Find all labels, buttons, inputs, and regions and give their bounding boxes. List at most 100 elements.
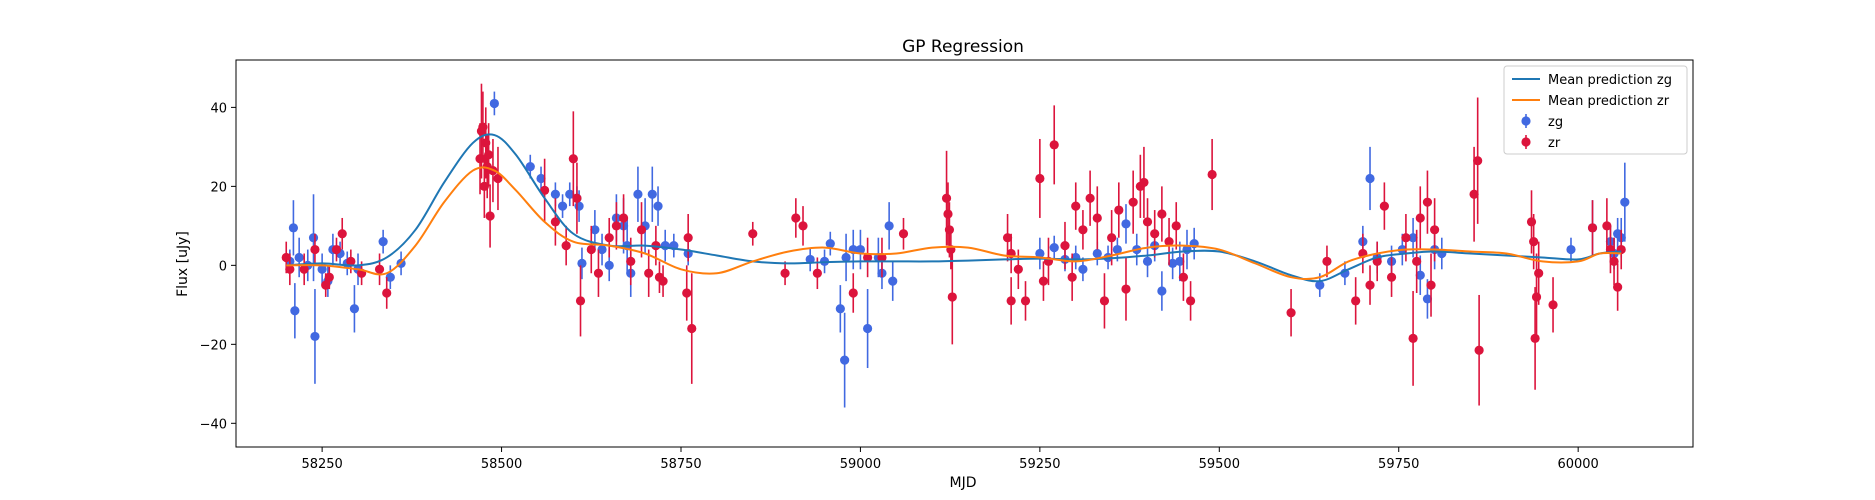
data-point-zg	[1175, 256, 1185, 266]
data-point-zr	[485, 211, 495, 221]
data-point-zr	[636, 225, 647, 235]
data-point-zr	[1164, 237, 1174, 247]
data-point-zr	[1412, 256, 1422, 266]
data-point-zr	[1609, 256, 1619, 266]
x-tick-label: 60000	[1557, 457, 1598, 472]
data-point-zr	[683, 233, 693, 243]
data-point-zr	[1038, 276, 1049, 286]
data-point-zr	[1613, 282, 1623, 292]
data-point-zr	[1365, 280, 1375, 290]
data-point-zr	[1531, 292, 1542, 302]
data-point-zr	[748, 229, 758, 239]
data-point-zg	[841, 252, 851, 263]
data-point-zr	[1534, 268, 1544, 278]
data-point-zg	[536, 173, 546, 184]
data-point-zr	[626, 256, 636, 266]
data-point-zg	[888, 276, 898, 286]
data-point-zg	[574, 201, 584, 211]
x-tick-label: 59250	[1019, 457, 1060, 472]
data-point-zr	[382, 288, 392, 298]
data-point-zr	[374, 264, 385, 274]
data-point-zg	[565, 189, 575, 199]
data-point-zr	[572, 193, 582, 203]
data-point-zr	[618, 213, 629, 223]
data-point-zg	[840, 355, 850, 365]
data-point-zr	[812, 268, 822, 278]
y-tick-label: −40	[200, 417, 227, 432]
data-point-zr	[493, 173, 503, 184]
data-point-zr	[550, 217, 560, 227]
data-point-zr	[1469, 189, 1479, 199]
y-tick-label: 40	[210, 101, 227, 116]
data-point-zr	[682, 288, 692, 298]
legend-entry-zr-label: zr	[1548, 136, 1561, 151]
data-point-zr	[1078, 225, 1088, 235]
x-tick-label: 58750	[660, 457, 701, 472]
data-point-zg	[1035, 248, 1045, 259]
data-point-zr	[484, 150, 494, 160]
data-point-zr	[1035, 173, 1045, 184]
data-point-zg	[1049, 242, 1059, 253]
data-point-zg	[1092, 248, 1102, 259]
data-point-zr	[1422, 197, 1433, 207]
data-point-zg	[1365, 173, 1375, 184]
data-point-zr	[1060, 241, 1070, 251]
data-point-zr	[1006, 296, 1016, 306]
data-point-zr	[944, 225, 955, 235]
data-point-zg	[1112, 244, 1122, 255]
data-point-zg	[385, 272, 395, 282]
data-point-zr	[943, 209, 953, 219]
data-point-zr	[1587, 223, 1598, 233]
mean-prediction-zg-line	[286, 133, 1622, 283]
data-point-zg	[1157, 286, 1167, 296]
data-point-zg	[835, 304, 845, 314]
data-point-zr	[1002, 233, 1013, 243]
data-point-zr	[848, 288, 858, 298]
data-point-zr	[1408, 333, 1418, 344]
data-point-zg	[1415, 270, 1425, 280]
legend-entry-mean-zg-label: Mean prediction zg	[1548, 73, 1672, 88]
data-point-zr	[1067, 272, 1077, 282]
data-point-zr	[586, 244, 596, 255]
legend-entry-mean-zr-label: Mean prediction zr	[1548, 94, 1670, 109]
axes: 58250 58500 58750 59000 59250 59500 59750 60000…	[200, 59, 1694, 472]
data-point-zg	[1142, 256, 1153, 266]
x-tick-label: 58500	[481, 457, 522, 472]
data-point-zr	[281, 252, 291, 263]
data-point-zr	[611, 221, 621, 231]
data-point-zr	[1548, 300, 1558, 310]
legend: Mean prediction zg Mean prediction zr zg zr	[1503, 65, 1688, 155]
legend-entry-zg-label: zg	[1548, 115, 1563, 130]
data-point-zr	[346, 256, 356, 266]
data-point-zg	[349, 304, 360, 314]
y-tick-label: −20	[200, 338, 227, 353]
y-tick-label: 20	[210, 180, 227, 195]
data-point-zr	[1474, 345, 1484, 355]
data-point-zr	[1128, 197, 1138, 207]
data-point-zr	[1157, 209, 1167, 219]
data-point-zg	[308, 233, 319, 243]
mean-prediction-zr-line	[286, 166, 1622, 281]
data-point-zr	[568, 154, 578, 164]
data-point-zr	[863, 252, 873, 263]
data-point-zr	[1207, 169, 1217, 180]
data-point-zr	[941, 193, 952, 203]
data-point-zr	[1099, 296, 1110, 306]
data-point-zr	[791, 213, 801, 223]
data-point-zr	[1114, 205, 1124, 215]
data-point-zg	[1121, 219, 1131, 229]
data-point-zr	[561, 241, 571, 251]
data-point-zr	[1473, 156, 1483, 166]
data-point-zr	[1322, 256, 1332, 266]
data-point-zr	[540, 185, 550, 195]
data-point-zr	[1142, 217, 1153, 227]
data-point-zr	[1530, 333, 1540, 344]
data-point-zr	[1071, 201, 1081, 211]
data-point-zr	[1379, 201, 1389, 211]
data-point-zg	[590, 225, 600, 235]
y-tick-label: 0	[219, 259, 227, 274]
data-point-zr	[1430, 225, 1440, 235]
data-point-zr	[658, 276, 668, 286]
data-point-zr	[299, 264, 309, 274]
data-point-zr	[285, 264, 295, 274]
